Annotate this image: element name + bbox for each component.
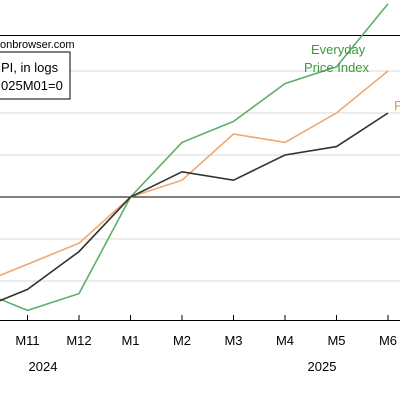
x-tick-label: M6 bbox=[379, 333, 397, 348]
series-line-2 bbox=[0, 70, 389, 277]
annotation-price-index: Price Index bbox=[304, 60, 370, 75]
series-line-3 bbox=[0, 112, 389, 302]
annotation-everyday: Everyday bbox=[311, 42, 366, 57]
x-tick-label: M12 bbox=[66, 333, 91, 348]
legend-line-1: PI, in logs bbox=[1, 60, 59, 75]
x-tick-label: M11 bbox=[15, 333, 39, 348]
source-note: onbrowser.com bbox=[0, 39, 75, 51]
annotation-f: F bbox=[394, 98, 400, 113]
year-label-2024: 2024 bbox=[29, 359, 58, 374]
grid bbox=[0, 70, 400, 282]
x-tick-label: M3 bbox=[224, 333, 242, 348]
x-tick-label: M1 bbox=[121, 333, 139, 348]
x-tick-label: M5 bbox=[327, 333, 345, 348]
x-tick-label: M4 bbox=[276, 333, 294, 348]
x-tick-label: M2 bbox=[173, 333, 191, 348]
year-label-2025: 2025 bbox=[308, 359, 337, 374]
series-line-1 bbox=[0, 3, 389, 312]
legend-box bbox=[0, 51, 71, 100]
x-axis: M11 M12 M1 M2 M3 M4 M5 M6 bbox=[15, 315, 397, 348]
legend-line-2: 025M01=0 bbox=[1, 78, 63, 93]
series-layer bbox=[0, 3, 389, 312]
